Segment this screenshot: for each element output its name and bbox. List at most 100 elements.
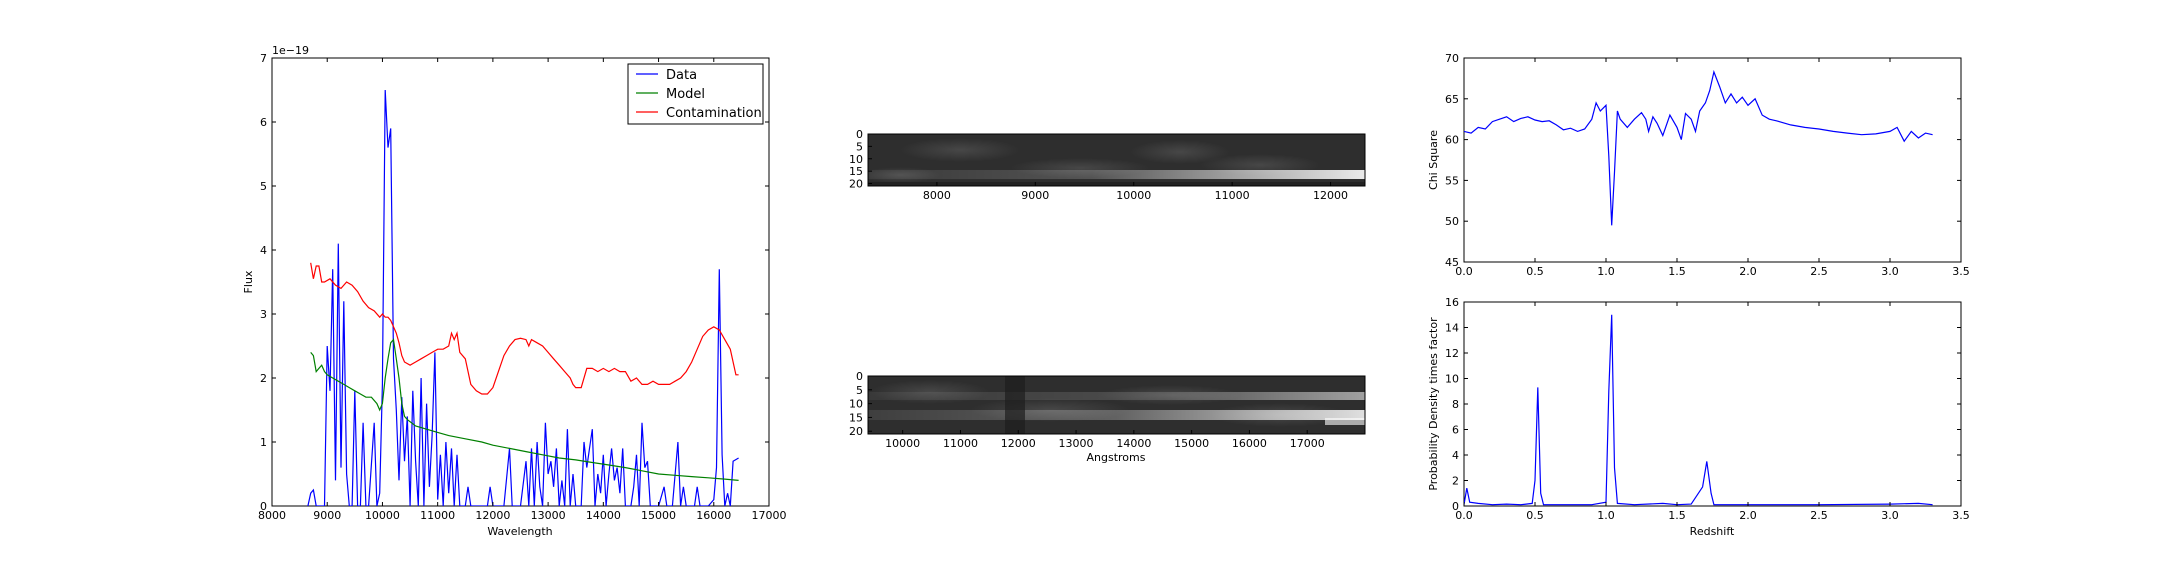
- chi-square-y-tick-label: 55: [1445, 174, 1459, 187]
- spectrum-image-top-texture: [860, 138, 1365, 186]
- chi-square-y-tick-label: 50: [1445, 215, 1459, 228]
- probability-y-tick-label: 12: [1445, 347, 1459, 360]
- spectrum-x-tick-label: 17000: [752, 509, 787, 522]
- probability-ticks: 0.0 0.5 1.0 1.5 2.0 2.5 3.0 3.5 0 2 4 6 8 10 12 14 16: [1445, 296, 1970, 522]
- chi-square-y-tick-label: 65: [1445, 93, 1459, 106]
- spectrum-image-bottom-y-tick-label: 15: [849, 411, 863, 424]
- probability-x-tick-label: 2.0: [1739, 509, 1757, 522]
- spectrum-image-bottom-panel: 10000 11000 12000 13000 14000 15000 16000 17000…: [849, 370, 1366, 464]
- spectrum-y-tick-label: 4: [260, 244, 267, 257]
- probability-y-tick-label: 4: [1452, 449, 1459, 462]
- spectrum-image-bottom-frame: [867, 375, 1366, 435]
- spectrum-y-tick-label: 3: [260, 308, 267, 321]
- chi-square-x-tick-label: 1.5: [1668, 265, 1686, 278]
- spectrum-plot-area: [307, 89, 739, 506]
- spectrum-image-bottom-y-tick-label: 5: [856, 384, 863, 397]
- spectrum-x-tick-label: 15000: [641, 509, 676, 522]
- spectrum-image-bottom-ticks: 10000 11000 12000 13000 14000 15000 16000 17000…: [849, 370, 1325, 450]
- chi-square-series-0-line: [1464, 69, 1933, 226]
- probability-x-tick-label: 2.5: [1810, 509, 1828, 522]
- spectrum-series-data-line: [307, 89, 739, 506]
- spectrum-series-model-line: [310, 338, 739, 481]
- spectrum-image-top-y-tick-label: 10: [849, 153, 863, 166]
- probability-y-tick-label: 2: [1452, 475, 1459, 488]
- spectrum-y-tick-label: 2: [260, 372, 267, 385]
- spectrum-image-top-y-tick-label: 0: [856, 128, 863, 141]
- spectrum-y-tick-label: 6: [260, 116, 267, 129]
- chi-square-panel: 0.0 0.5 1.0 1.5 2.0 2.5 3.0 3.5 45 50 55 60 65 70 Chi…: [1427, 52, 1970, 278]
- spectrum-y-tick-label: 0: [260, 500, 267, 513]
- spectrum-x-tick-label: 9000: [313, 509, 341, 522]
- legend-label-data: Data: [666, 68, 697, 83]
- legend-label-model: Model: [666, 87, 705, 102]
- spectrum-image-bottom-y-tick-label: 10: [849, 398, 863, 411]
- spectrum-image-top-x-tick-label: 10000: [1116, 189, 1151, 202]
- spectrum-image-top-x-tick-label: 8000: [923, 189, 951, 202]
- chi-square-axes-frame: [1463, 57, 1962, 263]
- spectrum-image-bottom-x-tick-label: 10000: [885, 437, 920, 450]
- spectrum-image-bottom-x-tick-label: 14000: [1116, 437, 1151, 450]
- spectrum-x-tick-label: 10000: [365, 509, 400, 522]
- probability-series-0-line: [1464, 314, 1933, 506]
- probability-y-label: Probability Density times factor: [1427, 317, 1440, 491]
- spectrum-image-x-label: Angstroms: [1087, 451, 1146, 464]
- probability-x-tick-label: 0.0: [1455, 509, 1473, 522]
- spectrum-image-bottom-x-tick-label: 11000: [943, 437, 978, 450]
- chi-square-x-tick-label: 2.0: [1739, 265, 1757, 278]
- spectrum-image-top-x-tick-label: 11000: [1215, 189, 1250, 202]
- spectrum-ticks: 8000 9000 10000 11000 12000 13000 14000 15000 16…: [258, 52, 787, 522]
- spectrum-image-bottom-x-tick-label: 16000: [1232, 437, 1267, 450]
- chi-square-x-tick-label: 3.5: [1952, 265, 1970, 278]
- spectrum-image-top-frame: [867, 133, 1366, 187]
- probability-y-tick-label: 0: [1452, 500, 1459, 513]
- chi-square-plot-area: [1464, 69, 1933, 226]
- spectrum-image-bottom-x-tick-label: 15000: [1174, 437, 1209, 450]
- spectrum-y-tick-label: 7: [260, 52, 267, 65]
- probability-y-tick-label: 14: [1445, 322, 1459, 335]
- chi-square-x-tick-label: 2.5: [1810, 265, 1828, 278]
- spectrum-x-tick-label: 12000: [475, 509, 510, 522]
- spectrum-y-tick-label: 1: [260, 436, 267, 449]
- probability-y-tick-label: 6: [1452, 424, 1459, 437]
- spectrum-image-top-y-tick-label: 15: [849, 165, 863, 178]
- spectrum-x-label: Wavelength: [487, 525, 552, 538]
- chi-square-y-label: Chi Square: [1427, 130, 1440, 190]
- probability-x-tick-label: 3.0: [1881, 509, 1899, 522]
- probability-plot-area: [1464, 314, 1933, 506]
- chi-square-y-tick-label: 60: [1445, 134, 1459, 147]
- spectrum-image-bottom-x-tick-label: 13000: [1059, 437, 1094, 450]
- spectrum-image-top-x-tick-label: 9000: [1021, 189, 1049, 202]
- spectrum-image-bottom-y-tick-label: 0: [856, 370, 863, 383]
- spectrum-x-tick-label: 16000: [696, 509, 731, 522]
- chi-square-y-tick-label: 45: [1445, 256, 1459, 269]
- spectrum-y-label: Flux: [242, 270, 255, 293]
- probability-y-tick-label: 8: [1452, 398, 1459, 411]
- spectrum-x-tick-label: 11000: [420, 509, 455, 522]
- spectrum-image-bottom-texture: [868, 376, 1365, 434]
- spectrum-offset-text: 1e−19: [272, 44, 309, 57]
- spectrum-image-top-x-tick-label: 12000: [1313, 189, 1348, 202]
- chi-square-ticks: 0.0 0.5 1.0 1.5 2.0 2.5 3.0 3.5 45 50 55 60 65 70: [1445, 52, 1970, 278]
- spectrum-image-top-y-tick-label: 5: [856, 140, 863, 153]
- chi-square-x-tick-label: 0.5: [1526, 265, 1544, 278]
- spectrum-image-bottom-x-tick-label: 12000: [1001, 437, 1036, 450]
- probability-panel: 0.0 0.5 1.0 1.5 2.0 2.5 3.0 3.5 0 2 4 6 8 10 12 14 16 Re…: [1427, 296, 1970, 538]
- chi-square-x-tick-label: 0.0: [1455, 265, 1473, 278]
- probability-x-tick-label: 0.5: [1526, 509, 1544, 522]
- spectrum-x-tick-label: 13000: [531, 509, 566, 522]
- probability-y-tick-label: 10: [1445, 373, 1459, 386]
- chi-square-x-tick-label: 3.0: [1881, 265, 1899, 278]
- spectrum-y-tick-label: 5: [260, 180, 267, 193]
- chi-square-y-tick-label: 70: [1445, 52, 1459, 65]
- legend: Data Model Contamination: [627, 63, 764, 125]
- probability-x-tick-label: 1.5: [1668, 509, 1686, 522]
- probability-x-tick-label: 3.5: [1952, 509, 1970, 522]
- spectrum-x-tick-label: 14000: [586, 509, 621, 522]
- spectrum-series-contamination-line: [310, 262, 739, 395]
- spectrum-x-tick-label: 8000: [258, 509, 286, 522]
- probability-x-tick-label: 1.0: [1597, 509, 1615, 522]
- probability-x-label: Redshift: [1690, 525, 1735, 538]
